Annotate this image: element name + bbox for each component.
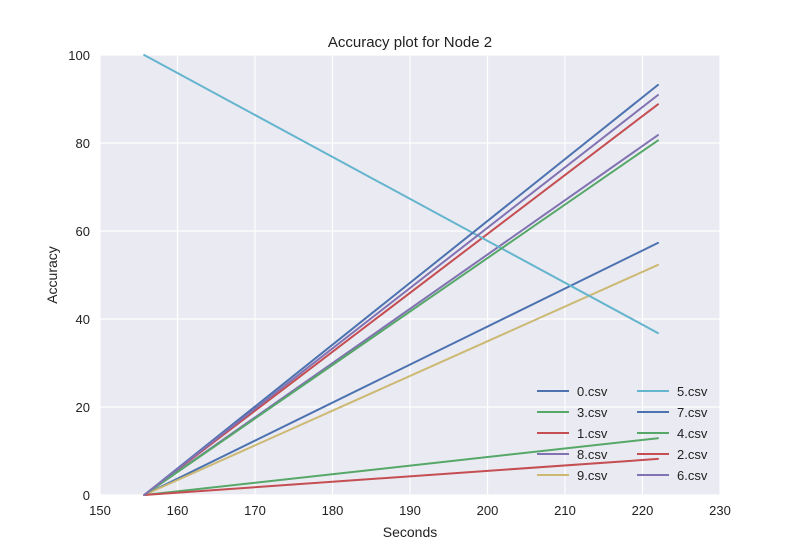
legend-item: 1.csv [537, 426, 608, 441]
legend-item: 2.csv [637, 447, 708, 462]
series-lines [143, 54, 659, 496]
series-line [143, 83, 659, 496]
series-line [143, 437, 659, 496]
y-axis-ticks: 0 20 40 60 80 100 [68, 48, 90, 503]
legend-label: 7.csv [677, 405, 708, 420]
legend-item: 9.csv [537, 468, 608, 483]
series-line [143, 103, 659, 496]
legend-item: 4.csv [637, 426, 708, 441]
series-line [143, 54, 659, 335]
x-tick-label: 230 [709, 503, 731, 518]
series-line [143, 241, 659, 496]
x-tick-label: 190 [399, 503, 421, 518]
series-line [143, 457, 659, 496]
x-axis-ticks: 150 160 170 180 190 200 210 220 230 [89, 503, 731, 518]
legend-label: 3.csv [577, 405, 608, 420]
y-tick-label: 40 [76, 312, 90, 327]
y-tick-label: 60 [76, 224, 90, 239]
legend-label: 8.csv [577, 447, 608, 462]
series-line [143, 139, 659, 496]
x-tick-label: 200 [477, 503, 499, 518]
x-tick-label: 180 [322, 503, 344, 518]
y-axis-title: Accuracy [44, 246, 60, 304]
series-line [143, 94, 659, 496]
x-tick-label: 150 [89, 503, 111, 518]
legend-label: 6.csv [677, 468, 708, 483]
series-line [143, 263, 659, 496]
legend-label: 1.csv [577, 426, 608, 441]
y-tick-label: 20 [76, 400, 90, 415]
grid-lines [99, 54, 721, 496]
y-tick-label: 0 [83, 488, 90, 503]
legend-item: 3.csv [537, 405, 608, 420]
chart-title: Accuracy plot for Node 2 [328, 34, 492, 51]
x-tick-label: 210 [554, 503, 576, 518]
legend: 0.csv 3.csv 1.csv 8.csv 9.csv 5.csv 7.csv 4.csv… [537, 384, 708, 483]
legend-item: 8.csv [537, 447, 608, 462]
y-tick-label: 80 [76, 136, 90, 151]
x-tick-label: 170 [244, 503, 266, 518]
legend-label: 0.csv [577, 384, 608, 399]
y-tick-label: 100 [68, 48, 90, 63]
x-tick-label: 220 [632, 503, 654, 518]
legend-item: 0.csv [537, 384, 608, 399]
legend-item: 5.csv [637, 384, 708, 399]
x-axis-title: Seconds [383, 524, 437, 540]
legend-label: 9.csv [577, 468, 608, 483]
legend-label: 5.csv [677, 384, 708, 399]
legend-label: 4.csv [677, 426, 708, 441]
legend-item: 7.csv [637, 405, 708, 420]
x-tick-label: 160 [167, 503, 189, 518]
legend-item: 6.csv [637, 468, 708, 483]
legend-label: 2.csv [677, 447, 708, 462]
